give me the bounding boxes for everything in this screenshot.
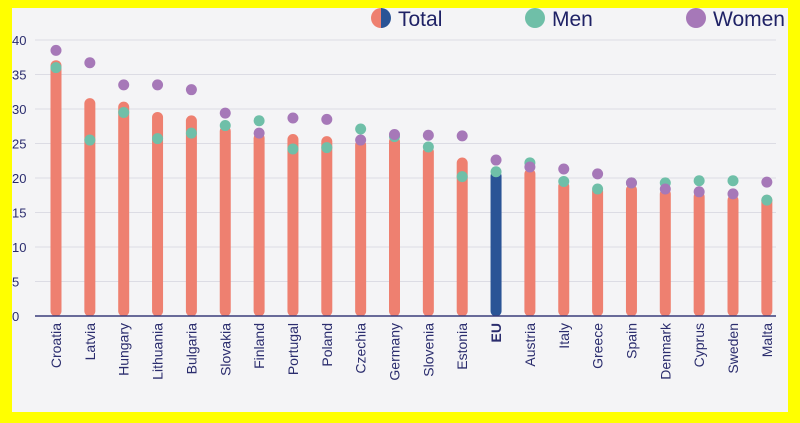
legend-men-label: Men [552,8,593,31]
x-tick-label: Latvia [82,323,98,361]
legend-total-label: Total [398,8,442,31]
bars [50,60,773,317]
x-tick-label: Italy [556,323,572,349]
y-tick-label: 35 [12,68,26,83]
y-tick-label: 15 [12,206,26,221]
legend-total-right-icon [381,8,391,28]
dot-men-estonia [456,171,468,183]
dot-men-sweden [727,175,739,187]
x-tick-label: Denmark [657,322,673,380]
y-tick-label: 40 [12,33,26,48]
dot-men-cyprus [693,175,705,187]
x-tick-label: Estonia [454,323,470,370]
dots [50,44,773,206]
dot-women-denmark [659,183,671,195]
y-tick-label: 5 [12,275,19,290]
dot-men-hungary [118,106,130,118]
dot-women-estonia [456,130,468,142]
y-tick-label: 30 [12,102,26,117]
x-axis-labels: Croatia Latvia Hungary Lithuania Bulgaria Slo… [48,322,775,381]
x-tick-label: Greece [590,323,606,369]
dot-men-poland [321,142,333,154]
legend-item-men: Men [525,8,593,31]
x-tick-label: Lithuania [150,323,166,380]
dot-women-cyprus [693,186,705,198]
dot-men-malta [761,194,773,206]
dot-women-bulgaria [185,84,197,96]
x-tick-label: Malta [759,323,775,357]
x-tick-label: Czechia [353,323,369,374]
legend-women-label: Women [713,8,785,31]
x-tick-label: Slovakia [217,323,233,376]
dot-men-latvia [84,134,96,146]
x-tick-label: Poland [319,323,335,367]
dot-women-eu [490,154,502,166]
y-axis-ticks: 0 5 10 15 20 25 30 35 40 [12,33,26,324]
x-tick-label: Cyprus [691,323,707,367]
x-tick-label: Sweden [725,323,741,374]
dot-men-greece [592,183,604,195]
dot-men-eu [490,166,502,178]
legend-total-left-icon [371,8,381,28]
legend: Total Men Women [371,8,785,31]
dot-women-poland [321,113,333,125]
x-tick-label: Germany [387,323,403,381]
dot-women-greece [592,168,604,180]
dot-men-finland [253,115,265,127]
y-tick-label: 0 [12,309,19,324]
dot-men-croatia [50,62,62,74]
dot-men-czechia [355,123,367,135]
dot-women-italy [558,163,570,175]
x-tick-label: Bulgaria [183,323,199,375]
dot-women-finland [253,127,265,139]
dot-men-portugal [287,143,299,155]
dot-women-slovakia [219,107,231,119]
legend-men-icon [525,8,545,28]
dot-men-slovakia [219,120,231,132]
dot-women-latvia [84,57,96,69]
dot-women-portugal [287,112,299,124]
dot-women-germany [389,129,400,141]
dot-women-lithuania [152,79,164,91]
dot-women-spain [625,177,637,189]
dot-men-italy [558,175,570,187]
y-tick-label: 20 [12,171,26,186]
dot-women-croatia [50,44,62,56]
x-tick-label: Slovenia [420,323,436,377]
x-tick-label: Croatia [48,323,64,368]
legend-item-total: Total [371,8,442,31]
dot-women-sweden [727,188,739,200]
dot-women-malta [761,176,773,188]
x-tick-label: Austria [522,323,538,367]
x-tick-label: Finland [251,323,267,369]
dot-women-austria [524,161,536,173]
dot-men-slovenia [422,141,434,153]
x-tick-label: Spain [623,323,639,359]
legend-item-women: Women [686,8,785,31]
x-tick-label: Hungary [116,323,132,376]
x-tick-label: Portugal [285,323,301,375]
dot-women-hungary [118,79,130,91]
legend-women-icon [686,8,706,28]
dot-women-czechia [355,134,367,146]
y-tick-label: 25 [12,137,26,152]
dot-men-lithuania [152,133,164,145]
dot-men-bulgaria [185,127,197,139]
y-tick-label: 10 [12,240,26,255]
x-tick-label: EU [488,323,504,342]
dot-women-slovenia [422,129,434,141]
